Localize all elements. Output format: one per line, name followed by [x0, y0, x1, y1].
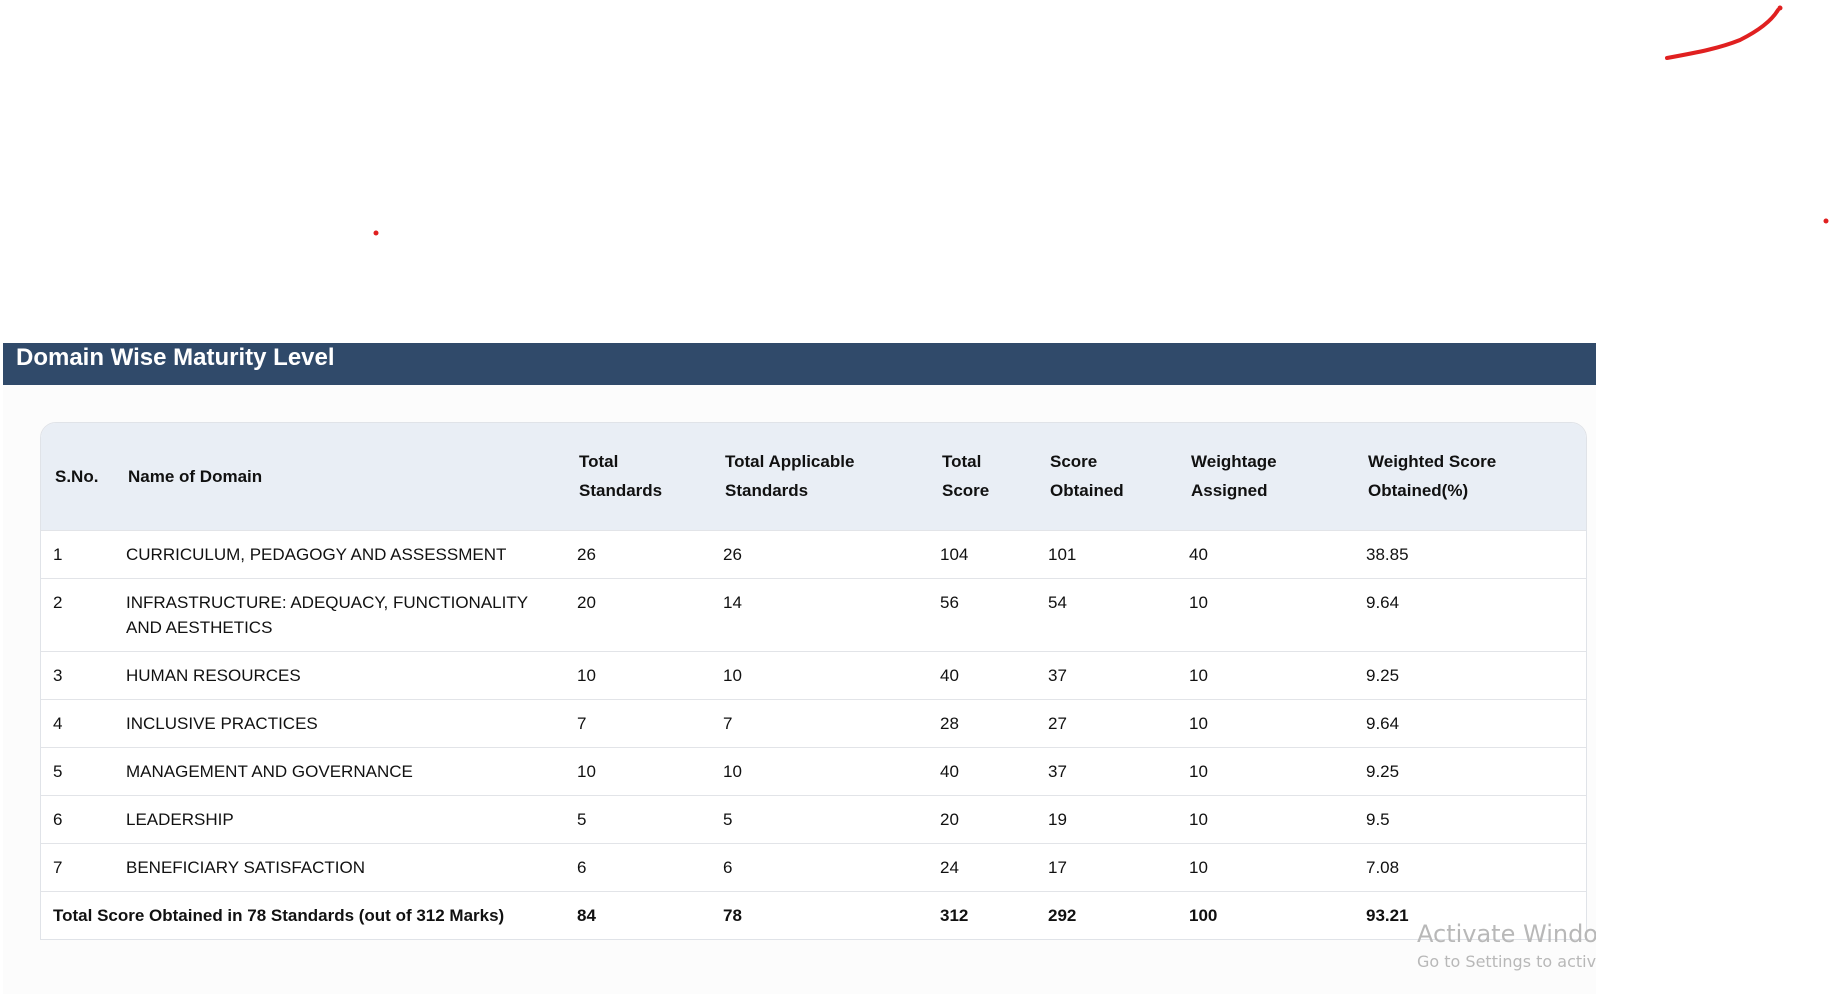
section-title: Domain Wise Maturity Level [16, 344, 335, 371]
table-cell: 14 [711, 577, 928, 651]
domain-table: S.No. Name of Domain Total Standards Total … [41, 423, 1586, 939]
table-cell: 37 [1036, 650, 1177, 699]
table-cell: 9.25 [1354, 650, 1586, 699]
column-header: Total Standards [579, 452, 663, 501]
table-cell: BENEFICIARY SATISFACTION [114, 842, 565, 891]
table-cell: 9.25 [1354, 746, 1586, 795]
total-cell: 312 [928, 890, 1036, 939]
table-cell: 2 [41, 577, 114, 651]
table-row: 4 INCLUSIVE PRACTICES 7 7 28 27 10 9.64 [41, 698, 1586, 747]
domain-table-card: S.No. Name of Domain Total Standards Total … [40, 422, 1587, 940]
table-header-row: S.No. Name of Domain Total Standards Total … [41, 423, 1586, 530]
table-cell: 27 [1036, 698, 1177, 747]
table-cell: 9.64 [1354, 577, 1586, 651]
total-label: Total Score Obtained in 78 Standards (ou… [41, 890, 565, 939]
table-cell: 10 [711, 650, 928, 699]
table-cell: LEADERSHIP [114, 794, 565, 843]
column-header: Total Score [942, 452, 990, 501]
table-cell: 54 [1036, 577, 1177, 651]
table-cell: 7.08 [1354, 842, 1586, 891]
table-cell: 10 [1177, 577, 1354, 651]
total-cell: 78 [711, 890, 928, 939]
table-cell: 7 [41, 842, 114, 891]
section-header-bar: Domain Wise Maturity Level [3, 343, 1596, 385]
watermark-title: Activate Windows [1417, 920, 1596, 948]
total-cell: 100 [1177, 890, 1354, 939]
table-cell: 6 [711, 842, 928, 891]
watermark-subtitle: Go to Settings to activate Windows. [1417, 952, 1596, 971]
column-header: Weightage Assigned [1191, 452, 1277, 501]
table-cell: 6 [41, 794, 114, 843]
table-row: 5 MANAGEMENT AND GOVERNANCE 10 10 40 37 10 9.25 [41, 746, 1586, 795]
table-cell: 56 [928, 577, 1036, 651]
table-cell: 10 [1177, 650, 1354, 699]
table-cell: 17 [1036, 842, 1177, 891]
table-cell: 40 [928, 746, 1036, 795]
table-cell: HUMAN RESOURCES [114, 650, 565, 699]
table-cell: 10 [1177, 746, 1354, 795]
table-cell: 10 [1177, 698, 1354, 747]
total-cell: 93.21 [1354, 890, 1586, 939]
table-cell: INFRASTRUCTURE: ADEQUACY, FUNCTIONALITY … [114, 577, 565, 651]
table-cell: 26 [711, 529, 928, 578]
table-cell: 40 [1177, 529, 1354, 578]
table-cell: 38.85 [1354, 529, 1586, 578]
table-cell: 101 [1036, 529, 1177, 578]
table-cell: 9.64 [1354, 698, 1586, 747]
table-cell: 24 [928, 842, 1036, 891]
table-cell: 5 [41, 746, 114, 795]
table-row: 1 CURRICULUM, PEDAGOGY AND ASSESSMENT 26 26… [41, 529, 1586, 578]
column-header: S.No. [55, 466, 99, 486]
table-row: 3 HUMAN RESOURCES 10 10 40 37 10 9.25 [41, 650, 1586, 699]
table-cell: 6 [565, 842, 711, 891]
table-cell: 104 [928, 529, 1036, 578]
table-cell: 10 [1177, 842, 1354, 891]
table-row: 2 INFRASTRUCTURE: ADEQUACY, FUNCTIONALITY… [41, 577, 1586, 651]
table-cell: 1 [41, 529, 114, 578]
table-cell: 10 [565, 746, 711, 795]
column-header: Total Applicable Standards [725, 452, 855, 501]
table-cell: 40 [928, 650, 1036, 699]
table-cell: MANAGEMENT AND GOVERNANCE [114, 746, 565, 795]
column-header: Name of Domain [128, 466, 263, 486]
total-cell: 84 [565, 890, 711, 939]
table-cell: 28 [928, 698, 1036, 747]
table-row: 7 BENEFICIARY SATISFACTION 6 6 24 17 10 7.08 [41, 842, 1586, 891]
table-cell: CURRICULUM, PEDAGOGY AND ASSESSMENT [114, 529, 565, 578]
table-cell: 10 [1177, 794, 1354, 843]
table-cell: 20 [565, 577, 711, 651]
table-cell: 19 [1036, 794, 1177, 843]
table-cell: 7 [711, 698, 928, 747]
column-header: Score Obtained [1050, 452, 1124, 501]
domain-maturity-panel: Domain Wise Maturity Level S.No. Name of … [3, 343, 1596, 994]
table-cell: 5 [711, 794, 928, 843]
table-cell: 37 [1036, 746, 1177, 795]
table-cell: 4 [41, 698, 114, 747]
table-cell: 20 [928, 794, 1036, 843]
column-header: Weighted Score Obtained(%) [1368, 452, 1497, 501]
table-cell: INCLUSIVE PRACTICES [114, 698, 565, 747]
table-cell: 5 [565, 794, 711, 843]
table-cell: 10 [565, 650, 711, 699]
table-cell: 7 [565, 698, 711, 747]
total-row: Total Score Obtained in 78 Standards (ou… [41, 890, 1586, 939]
table-cell: 9.5 [1354, 794, 1586, 843]
table-row: 6 LEADERSHIP 5 5 20 19 10 9.5 [41, 794, 1586, 843]
windows-activation-watermark: Activate Windows Go to Settings to activ… [1417, 920, 1596, 971]
table-cell: 26 [565, 529, 711, 578]
table-cell: 10 [711, 746, 928, 795]
table-cell: 3 [41, 650, 114, 699]
total-cell: 292 [1036, 890, 1177, 939]
